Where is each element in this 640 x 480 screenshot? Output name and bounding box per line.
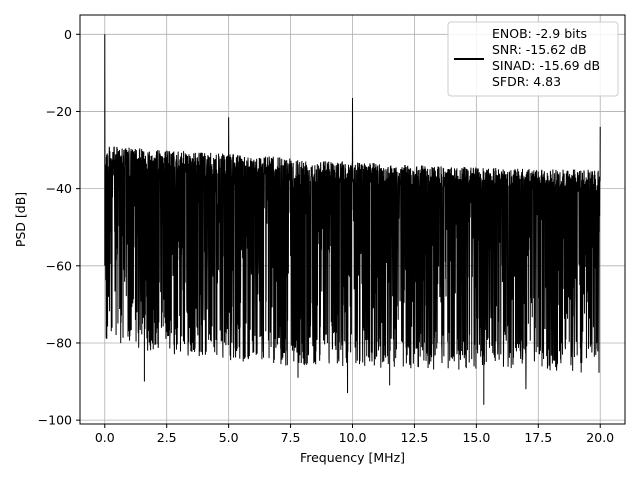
x-tick-label: 12.5 <box>401 430 429 445</box>
y-axis-ticks: 0 −20 −40 −60 −80 −100 <box>38 27 80 428</box>
y-tick-label: −100 <box>38 413 72 428</box>
legend-entry-enob: ENOB: -2.9 bits <box>492 26 587 41</box>
x-tick-label: 17.5 <box>524 430 552 445</box>
x-tick-label: 2.5 <box>157 430 177 445</box>
x-tick-label: 20.0 <box>586 430 614 445</box>
y-axis-label: PSD [dB] <box>13 192 28 247</box>
legend-box <box>447 21 619 97</box>
y-tick-label: −20 <box>46 104 72 119</box>
y-tick-label: −40 <box>46 181 72 196</box>
legend-entry-sfdr: SFDR: 4.83 <box>492 74 561 89</box>
x-tick-label: 15.0 <box>462 430 490 445</box>
y-tick-label: 0 <box>64 27 72 42</box>
y-tick-label: −80 <box>46 335 72 350</box>
y-tick-label: −60 <box>46 258 72 273</box>
x-tick-label: 5.0 <box>219 430 239 445</box>
x-axis-ticks: 0.0 2.5 5.0 7.5 10.0 12.5 15.0 17.5 20.0 <box>95 424 614 445</box>
legend-entry-sinad: SINAD: -15.69 dB <box>492 58 600 73</box>
x-axis-label: Frequency [MHz] <box>300 450 405 465</box>
x-tick-label: 0.0 <box>95 430 115 445</box>
legend: ENOB: -2.9 bits SNR: -15.62 dB SINAD: -1… <box>447 21 619 97</box>
x-tick-label: 7.5 <box>281 430 301 445</box>
psd-series-line <box>104 34 601 405</box>
x-tick-label: 10.0 <box>339 430 367 445</box>
legend-entry-snr: SNR: -15.62 dB <box>492 42 587 57</box>
